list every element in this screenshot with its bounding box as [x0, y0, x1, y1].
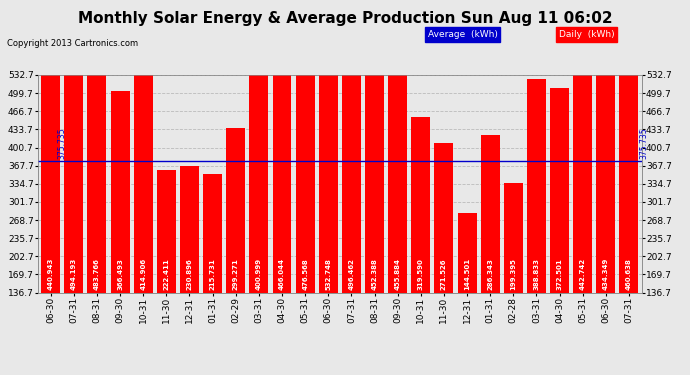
Text: 375.735: 375.735 [640, 128, 649, 159]
Bar [504, 183, 523, 292]
Bar [41, 50, 60, 292]
Bar [457, 213, 477, 292]
Text: 452.388: 452.388 [371, 258, 377, 290]
Bar [110, 91, 130, 292]
Bar [342, 20, 361, 292]
Text: 144.501: 144.501 [464, 258, 470, 290]
Bar [226, 128, 245, 292]
Bar [620, 39, 638, 292]
Text: 230.896: 230.896 [186, 258, 193, 290]
Bar [249, 72, 268, 292]
Text: 319.590: 319.590 [417, 258, 424, 290]
Bar [180, 166, 199, 292]
Text: Daily  (kWh): Daily (kWh) [559, 30, 615, 39]
Bar [319, 0, 337, 292]
Text: 375.735: 375.735 [58, 128, 67, 159]
Bar [273, 36, 291, 292]
Text: 476.568: 476.568 [302, 258, 308, 290]
Bar [481, 135, 500, 292]
Text: Copyright 2013 Cartronics.com: Copyright 2013 Cartronics.com [7, 39, 138, 48]
Text: 414.906: 414.906 [140, 258, 146, 290]
Bar [365, 44, 384, 292]
Bar [596, 54, 615, 292]
Bar [88, 27, 106, 292]
Text: 460.638: 460.638 [626, 258, 632, 290]
Text: 496.462: 496.462 [348, 258, 355, 290]
Text: 286.343: 286.343 [487, 258, 493, 290]
Text: 299.271: 299.271 [233, 258, 239, 290]
Text: 400.999: 400.999 [256, 258, 262, 290]
Text: 466.044: 466.044 [279, 258, 285, 290]
Bar [134, 64, 152, 292]
Text: 483.766: 483.766 [94, 258, 100, 290]
Text: 366.493: 366.493 [117, 258, 123, 290]
Text: 532.748: 532.748 [325, 258, 331, 290]
Text: 455.884: 455.884 [395, 258, 401, 290]
Bar [388, 42, 407, 292]
Text: Monthly Solar Energy & Average Production Sun Aug 11 06:02: Monthly Solar Energy & Average Productio… [78, 11, 612, 26]
Text: Average  (kWh): Average (kWh) [428, 30, 497, 39]
Bar [295, 31, 315, 292]
Text: 494.193: 494.193 [71, 258, 77, 290]
Text: 434.349: 434.349 [603, 258, 609, 290]
Bar [157, 170, 176, 292]
Text: 388.833: 388.833 [533, 258, 540, 290]
Text: 372.501: 372.501 [557, 258, 562, 290]
Text: 215.731: 215.731 [210, 258, 215, 290]
Bar [435, 143, 453, 292]
Bar [64, 21, 83, 292]
Bar [550, 88, 569, 292]
Text: 199.395: 199.395 [511, 258, 516, 290]
Text: 271.526: 271.526 [441, 259, 447, 290]
Bar [527, 79, 546, 292]
Text: 440.943: 440.943 [48, 258, 54, 290]
Bar [203, 174, 222, 292]
Text: 442.742: 442.742 [580, 258, 586, 290]
Text: 222.411: 222.411 [164, 258, 169, 290]
Bar [411, 117, 431, 292]
Bar [573, 50, 592, 292]
